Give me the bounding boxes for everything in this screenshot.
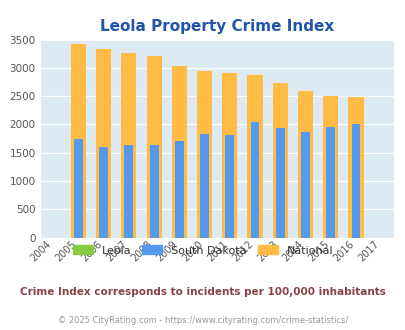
- Bar: [326, 127, 335, 238]
- Legend: Leola, South Dakota, National: Leola, South Dakota, National: [68, 241, 337, 260]
- Bar: [149, 145, 158, 238]
- Bar: [171, 66, 186, 238]
- Bar: [124, 145, 133, 238]
- Bar: [225, 135, 234, 238]
- Bar: [196, 71, 212, 238]
- Bar: [347, 97, 362, 238]
- Bar: [301, 132, 309, 238]
- Bar: [247, 75, 262, 238]
- Bar: [297, 90, 312, 238]
- Title: Leola Property Crime Index: Leola Property Crime Index: [100, 19, 333, 34]
- Bar: [272, 83, 287, 238]
- Text: Crime Index corresponds to incidents per 100,000 inhabitants: Crime Index corresponds to incidents per…: [20, 287, 385, 297]
- Bar: [121, 52, 136, 238]
- Bar: [322, 96, 337, 238]
- Bar: [74, 139, 83, 238]
- Bar: [222, 73, 237, 238]
- Bar: [175, 141, 183, 238]
- Bar: [250, 122, 259, 238]
- Bar: [275, 128, 284, 238]
- Bar: [146, 56, 161, 238]
- Bar: [200, 134, 209, 238]
- Text: © 2025 CityRating.com - https://www.cityrating.com/crime-statistics/: © 2025 CityRating.com - https://www.city…: [58, 315, 347, 325]
- Bar: [96, 49, 111, 238]
- Bar: [351, 124, 360, 238]
- Bar: [71, 44, 86, 238]
- Bar: [99, 147, 108, 238]
